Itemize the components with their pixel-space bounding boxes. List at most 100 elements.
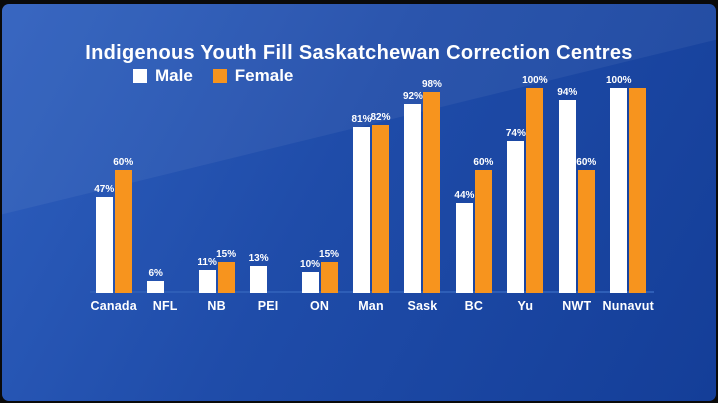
bar-pair: 92% 98%: [402, 79, 442, 293]
bar-group-nunavut: 100% Nunavut: [602, 75, 654, 313]
bar-group-on: 10% 15% ON: [294, 88, 345, 313]
slide-background: Indigenous Youth Fill Saskatchewan Corre…: [2, 4, 716, 401]
chart-title: Indigenous Youth Fill Saskatchewan Corre…: [85, 42, 633, 65]
bar-value-label: 60%: [576, 157, 597, 168]
male-bar-pei: [250, 266, 268, 293]
category-label: PEI: [257, 299, 279, 313]
male-bar-on: [301, 272, 319, 293]
female-bar-nunavut: [629, 88, 647, 293]
male-bar-nunavut: [610, 88, 628, 293]
legend-item-female: Female: [212, 66, 294, 86]
bar-pair: 11% 15%: [197, 88, 237, 293]
bar-group-nfl: 6% NFL: [139, 88, 190, 313]
category-label: Man: [358, 299, 384, 313]
male-bar-bc: [455, 203, 473, 293]
bar-group-canada: 47% 60% Canada: [88, 88, 139, 313]
category-label: NWT: [562, 299, 592, 313]
bar-value-label: 44%: [454, 190, 475, 201]
female-bar-slot-on: 15%: [319, 88, 340, 293]
female-bar-canada: [114, 170, 132, 293]
legend-label-female: Female: [234, 66, 294, 85]
male-bar-slot-man: 81%: [351, 88, 372, 293]
bar-value-label: 60%: [113, 157, 134, 168]
bar-group-man: 81% 82% Man: [345, 88, 396, 313]
female-bar-slot-nb: 15%: [216, 88, 237, 293]
category-label: Nunavut: [602, 299, 654, 313]
male-bar-slot-canada: 47%: [94, 88, 115, 293]
male-bar-slot-yu: 74%: [505, 88, 526, 293]
female-bar-slot-pei: [269, 88, 286, 293]
category-label: Canada: [90, 299, 137, 313]
bar-value-label: 100%: [605, 75, 632, 86]
bar-group-yu: 74% 100% Yu: [500, 75, 551, 313]
male-bar-canada: [95, 197, 113, 293]
female-bar-slot-nwt: 60%: [576, 88, 597, 293]
bar-value-label: 81%: [351, 114, 372, 125]
bar-value-label: 15%: [216, 249, 237, 260]
bar-value-label: 60%: [473, 157, 494, 168]
bar-pair: 81% 82%: [351, 88, 391, 293]
bar-value-label: 74%: [505, 128, 526, 139]
bar-value-label: 94%: [557, 87, 578, 98]
male-bar-slot-on: 10%: [300, 88, 321, 293]
female-bar-slot-sask: 98%: [422, 79, 442, 293]
female-bar-slot-yu: 100%: [522, 75, 548, 293]
category-label: Sask: [407, 299, 438, 313]
category-label: NFL: [152, 299, 178, 313]
bar-value-label: 98%: [421, 79, 442, 90]
bar-pair: 100%: [606, 75, 647, 293]
female-bar-man: [371, 125, 389, 293]
category-label: BC: [464, 299, 484, 313]
category-label: ON: [309, 299, 330, 313]
female-bar-slot-nunavut: [629, 88, 647, 293]
male-bar-slot-nwt: 94%: [557, 87, 578, 293]
bar-pair: 74% 100%: [505, 75, 548, 293]
bar-value-label: 10%: [300, 259, 321, 270]
male-bar-nb: [198, 270, 216, 293]
male-bar-sask: [404, 104, 422, 293]
female-bar-sask: [423, 92, 441, 293]
female-bar-bc: [474, 170, 492, 293]
bar-pair: 94% 60%: [557, 87, 597, 293]
bar-group-bc: 44% 60% BC: [448, 88, 499, 313]
bar-groups: 47% 60% Canada 6% NFL 11% 15% NB 13% PEI 10% 15% ON 8…: [88, 75, 654, 313]
bar-group-pei: 13% PEI: [242, 88, 293, 313]
male-bar-man: [352, 127, 370, 293]
female-bar-nwt: [577, 170, 595, 293]
bar-pair: 44% 60%: [454, 88, 494, 293]
female-bar-on: [320, 262, 338, 293]
male-series-swatch: [133, 69, 147, 83]
bar-value-label: 100%: [522, 75, 548, 86]
bar-value-label: 15%: [319, 249, 340, 260]
category-label: Yu: [517, 299, 534, 313]
female-bar-nb: [217, 262, 235, 293]
male-bar-yu: [507, 141, 525, 293]
male-bar-slot-sask: 92%: [402, 88, 423, 293]
male-bar-slot-nunavut: 100%: [606, 75, 632, 293]
bar-group-sask: 92% 98% Sask: [397, 79, 448, 313]
bar-value-label: 11%: [197, 257, 217, 268]
male-bar-slot-nfl: 6%: [147, 88, 165, 293]
female-bar-slot-canada: 60%: [113, 88, 134, 293]
bar-value-label: 13%: [248, 253, 269, 264]
bar-pair: 13%: [248, 88, 286, 293]
female-series-swatch: [212, 69, 227, 83]
female-bar-yu: [526, 88, 544, 293]
bar-pair: 10% 15%: [300, 88, 340, 293]
male-bar-slot-nb: 11%: [197, 88, 217, 293]
category-label: NB: [207, 299, 226, 313]
male-bar-nfl: [147, 281, 165, 293]
bar-chart: 47% 60% Canada 6% NFL 11% 15% NB 13% PEI 10% 15% ON 8…: [88, 75, 654, 333]
bar-value-label: 6%: [148, 268, 163, 279]
legend: Male Female: [133, 66, 293, 86]
male-bar-nwt: [558, 100, 576, 293]
legend-item-male: Male: [133, 66, 193, 86]
bar-value-label: 47%: [94, 184, 115, 195]
male-bar-slot-pei: 13%: [248, 88, 269, 293]
bar-group-nwt: 94% 60% NWT: [551, 87, 602, 313]
legend-label-male: Male: [155, 66, 193, 85]
bar-pair: 6%: [147, 88, 183, 293]
female-bar-slot-man: 82%: [370, 88, 391, 293]
female-bar-slot-nfl: [166, 88, 183, 293]
bar-value-label: 92%: [402, 91, 423, 102]
